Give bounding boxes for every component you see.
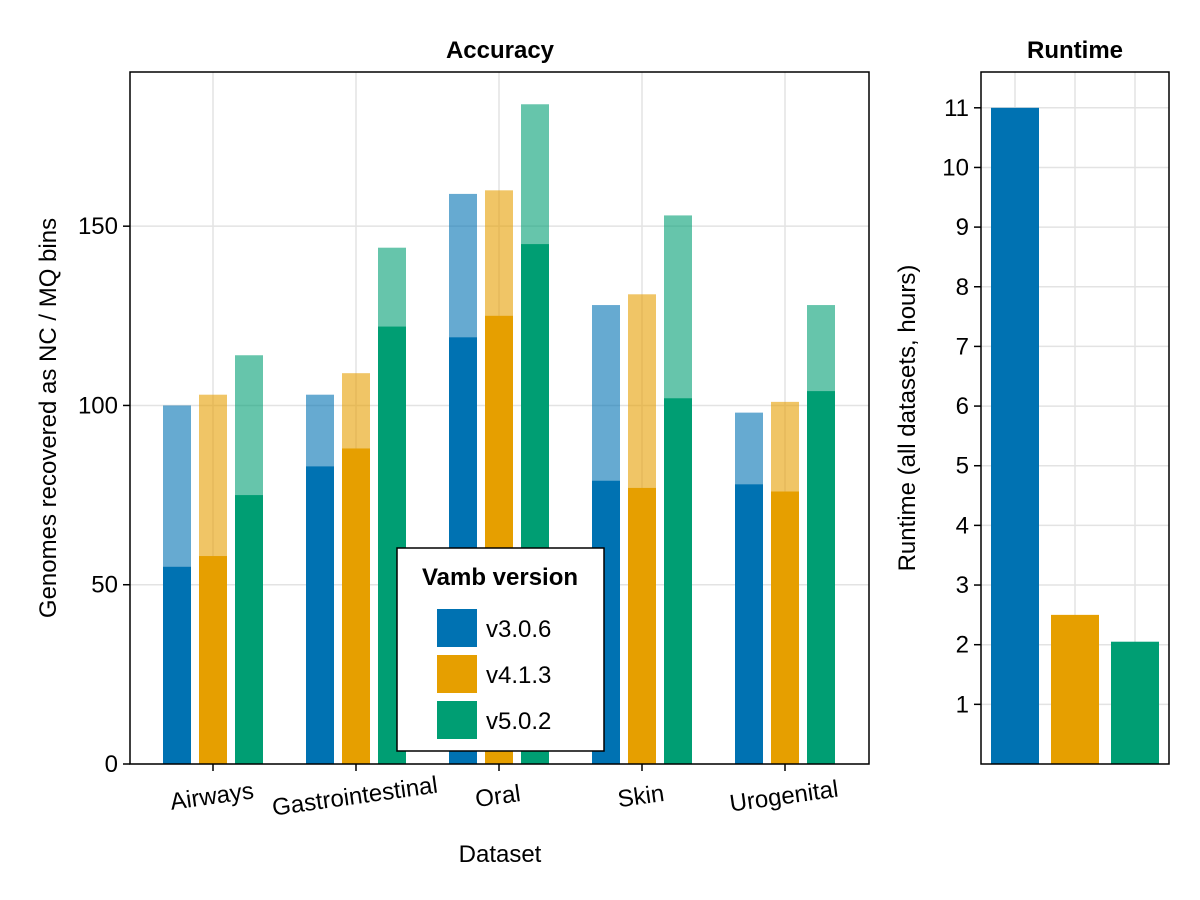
runtime-y-tick-label-4: 4 xyxy=(956,512,969,539)
bar-nc-v3-0-6-gastrointestinal xyxy=(306,466,334,764)
runtime-panel: 1 2 3 4 5 6 7 8 9 10 11 Runtime Runtime (all datas… xyxy=(894,37,1170,765)
runtime-bar-v3-0-6 xyxy=(991,107,1039,765)
bar-nc-v3-0-6-airways xyxy=(163,566,191,764)
accuracy-y-axis-label: Genomes recovered as NC / MQ bins xyxy=(35,218,62,618)
accuracy-bars xyxy=(163,104,835,765)
runtime-bar-v4-1-3 xyxy=(1051,614,1099,764)
accuracy-y-tick-label-100: 100 xyxy=(78,392,118,419)
runtime-y-tick-label-2: 2 xyxy=(956,632,969,659)
runtime-y-tick-label-3: 3 xyxy=(956,572,969,599)
runtime-bars xyxy=(991,107,1159,765)
legend-label-v4-1-3: v4.1.3 xyxy=(486,662,551,689)
bar-nc-v4-1-3-airways xyxy=(199,556,227,764)
accuracy-y-tick-label-50: 50 xyxy=(91,572,118,599)
accuracy-y-tick-label-150: 150 xyxy=(78,213,118,240)
bar-nc-v3-0-6-urogenital xyxy=(735,484,763,764)
legend-swatch-v5-0-2 xyxy=(437,701,477,739)
legend-swatch-v4-1-3 xyxy=(437,655,477,693)
legend-label-v5-0-2: v5.0.2 xyxy=(486,708,551,735)
runtime-y-tick-label-11: 11 xyxy=(944,95,969,122)
accuracy-x-tick-label-gastrointestinal: Gastrointestinal xyxy=(271,772,440,822)
legend-box xyxy=(396,547,605,752)
accuracy-title: Accuracy xyxy=(446,37,555,64)
runtime-y-tick-label-5: 5 xyxy=(956,453,969,480)
accuracy-y-tick-label-0: 0 xyxy=(105,751,118,778)
runtime-ticks: 1 2 3 4 5 6 7 8 9 10 11 xyxy=(942,95,981,718)
runtime-plot-frame xyxy=(980,71,1170,765)
runtime-y-tick-label-7: 7 xyxy=(956,333,969,360)
accuracy-panel: 0 50 100 150 Airways Gastrointestinal Oral Skin… xyxy=(35,37,870,868)
runtime-y-tick-label-9: 9 xyxy=(956,214,969,241)
bar-nc-v5-0-2-airways xyxy=(235,495,263,764)
accuracy-x-tick-label-skin: Skin xyxy=(616,780,666,813)
runtime-y-tick-label-10: 10 xyxy=(942,154,969,181)
bar-nc-v4-1-3-urogenital xyxy=(771,491,799,764)
runtime-y-tick-label-6: 6 xyxy=(956,393,969,420)
runtime-y-axis-label: Runtime (all datasets, hours) xyxy=(894,265,921,572)
runtime-bar-v5-0-2 xyxy=(1111,641,1159,764)
accuracy-x-tick-label-oral: Oral xyxy=(474,780,523,813)
bar-nc-v4-1-3-gastrointestinal xyxy=(342,448,370,764)
bar-nc-v4-1-3-skin xyxy=(628,487,656,764)
bar-nc-v5-0-2-skin xyxy=(664,398,692,764)
legend-swatch-v3-0-6 xyxy=(437,609,477,647)
legend-title: Vamb version xyxy=(422,564,578,591)
accuracy-x-tick-label-urogenital: Urogenital xyxy=(728,776,840,818)
accuracy-x-tick-label-airways: Airways xyxy=(168,777,255,815)
bar-nc-v5-0-2-urogenital xyxy=(807,391,835,764)
legend-label-v3-0-6: v3.0.6 xyxy=(486,616,551,643)
runtime-y-tick-label-1: 1 xyxy=(956,691,969,718)
legend: Vamb version v3.0.6 v4.1.3 v5.0.2 xyxy=(396,547,605,752)
accuracy-x-axis-label: Dataset xyxy=(459,841,542,868)
runtime-y-tick-label-8: 8 xyxy=(956,274,969,301)
runtime-title: Runtime xyxy=(1027,37,1123,64)
